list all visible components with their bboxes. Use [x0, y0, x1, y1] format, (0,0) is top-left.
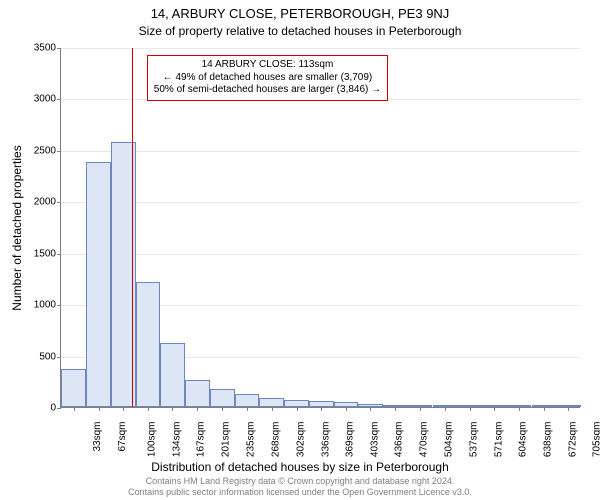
histogram-bar [284, 400, 309, 407]
x-axis-label: Distribution of detached houses by size … [0, 460, 600, 474]
x-tick-mark [172, 407, 173, 411]
x-tick-label: 571sqm [493, 422, 504, 458]
x-tick-label: 67sqm [117, 422, 128, 452]
x-tick-mark [197, 407, 198, 411]
property-marker-line [132, 48, 133, 407]
histogram-bar [136, 282, 161, 407]
gridline [61, 48, 580, 49]
y-tick-mark [57, 357, 61, 358]
y-tick-mark [57, 151, 61, 152]
y-tick-label: 1500 [16, 248, 56, 259]
x-tick-label: 537sqm [468, 422, 479, 458]
histogram-bar [185, 380, 210, 407]
y-tick-label: 1000 [16, 300, 56, 311]
x-tick-mark [247, 407, 248, 411]
gridline [61, 151, 580, 152]
x-tick-label: 504sqm [444, 422, 455, 458]
x-tick-label: 470sqm [419, 422, 430, 458]
x-tick-label: 235sqm [246, 422, 257, 458]
footer-line-1: Contains HM Land Registry data © Crown c… [146, 476, 455, 486]
x-tick-label: 638sqm [543, 422, 554, 458]
x-tick-label: 672sqm [568, 422, 579, 458]
histogram-bar [259, 398, 284, 407]
x-tick-label: 134sqm [171, 422, 182, 458]
x-tick-mark [395, 407, 396, 411]
histogram-bar [235, 394, 260, 407]
gridline [61, 202, 580, 203]
x-tick-label: 436sqm [394, 422, 405, 458]
chart-plot-area: 14 ARBURY CLOSE: 113sqm← 49% of detached… [60, 48, 580, 408]
y-tick-label: 2500 [16, 145, 56, 156]
footer-attribution: Contains HM Land Registry data © Crown c… [0, 476, 600, 498]
gridline [61, 254, 580, 255]
x-tick-mark [99, 407, 100, 411]
y-tick-mark [57, 254, 61, 255]
x-tick-label: 302sqm [295, 422, 306, 458]
x-tick-mark [470, 407, 471, 411]
x-tick-mark [445, 407, 446, 411]
x-tick-label: 268sqm [270, 422, 281, 458]
x-tick-mark [568, 407, 569, 411]
x-tick-label: 33sqm [92, 422, 103, 452]
x-tick-label: 336sqm [320, 422, 331, 458]
x-tick-mark [321, 407, 322, 411]
x-tick-mark [346, 407, 347, 411]
annotation-line: 50% of semi-detached houses are larger (… [154, 84, 381, 97]
chart-subtitle: Size of property relative to detached ho… [0, 24, 600, 38]
annotation-line: ← 49% of detached houses are smaller (3,… [154, 72, 381, 85]
x-tick-mark [370, 407, 371, 411]
x-tick-mark [544, 407, 545, 411]
histogram-bar [61, 369, 86, 407]
y-tick-mark [57, 408, 61, 409]
x-tick-label: 100sqm [146, 422, 157, 458]
y-tick-label: 3500 [16, 43, 56, 54]
y-tick-label: 2000 [16, 197, 56, 208]
x-tick-mark [123, 407, 124, 411]
chart-title: 14, ARBURY CLOSE, PETERBOROUGH, PE3 9NJ [0, 6, 600, 21]
x-tick-label: 167sqm [196, 422, 207, 458]
x-tick-label: 604sqm [518, 422, 529, 458]
x-tick-mark [494, 407, 495, 411]
y-tick-mark [57, 48, 61, 49]
x-tick-label: 403sqm [370, 422, 381, 458]
x-tick-mark [420, 407, 421, 411]
x-tick-mark [297, 407, 298, 411]
x-tick-mark [272, 407, 273, 411]
y-tick-label: 500 [16, 351, 56, 362]
y-axis-label: Number of detached properties [10, 145, 24, 310]
y-tick-label: 0 [16, 403, 56, 414]
histogram-bar [160, 343, 185, 407]
x-tick-mark [519, 407, 520, 411]
x-tick-mark [148, 407, 149, 411]
y-tick-mark [57, 99, 61, 100]
footer-line-2: Contains public sector information licen… [128, 487, 472, 497]
x-tick-label: 201sqm [221, 422, 232, 458]
histogram-bar [86, 162, 111, 407]
y-tick-mark [57, 202, 61, 203]
y-tick-mark [57, 305, 61, 306]
x-tick-label: 369sqm [345, 422, 356, 458]
x-tick-mark [222, 407, 223, 411]
annotation-box: 14 ARBURY CLOSE: 113sqm← 49% of detached… [147, 55, 388, 101]
x-tick-mark [74, 407, 75, 411]
histogram-bar [210, 389, 235, 407]
x-tick-label: 705sqm [592, 422, 600, 458]
y-tick-label: 3000 [16, 94, 56, 105]
annotation-line: 14 ARBURY CLOSE: 113sqm [154, 59, 381, 72]
